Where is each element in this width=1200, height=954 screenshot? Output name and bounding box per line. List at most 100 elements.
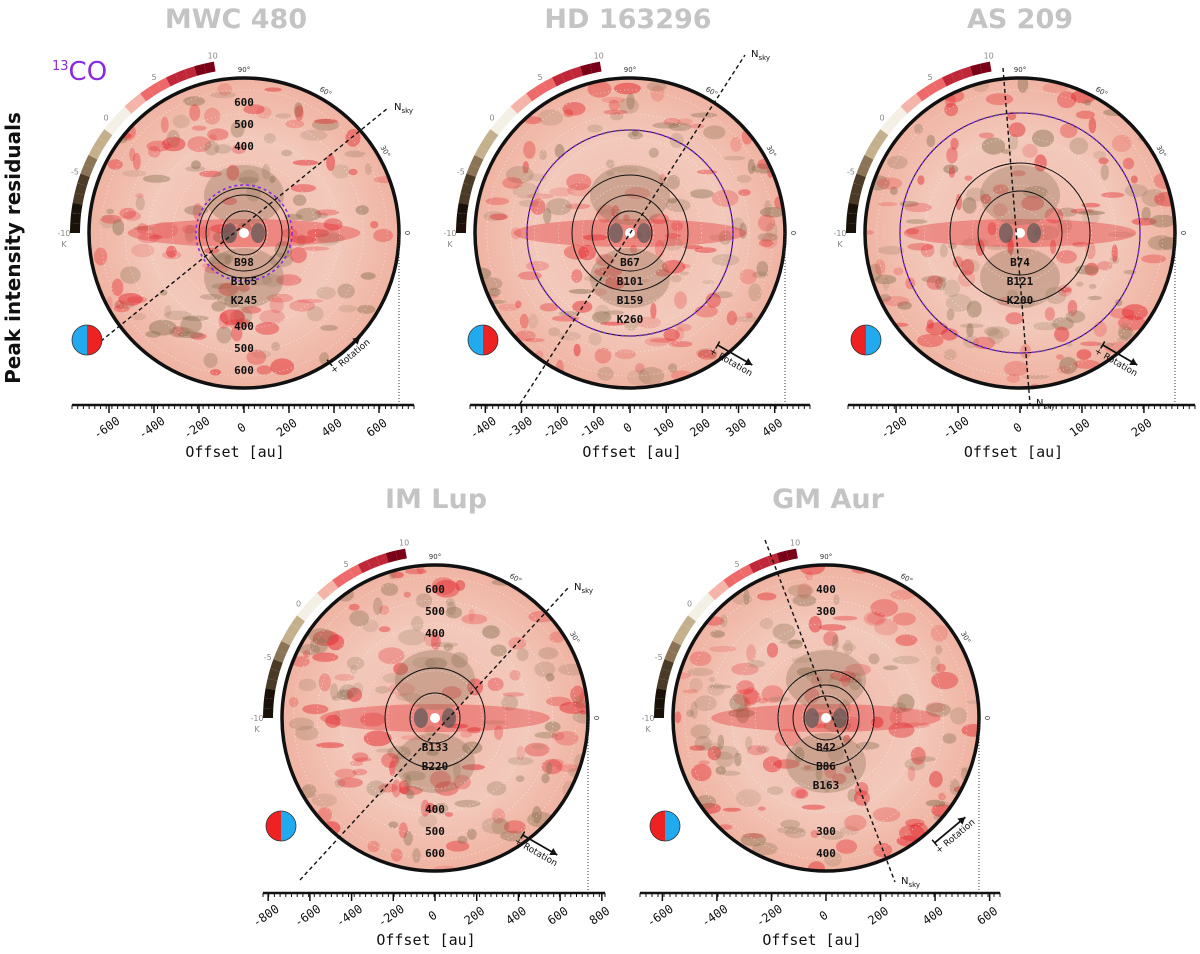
negative-residual [757, 232, 779, 242]
central-residual [223, 223, 237, 243]
positive-residual [746, 644, 756, 662]
negative-residual [1089, 284, 1097, 289]
radius-label: 400 [816, 583, 836, 596]
negative-residual [606, 170, 615, 177]
negative-residual [787, 584, 814, 597]
positive-residual [398, 822, 408, 839]
negative-residual [820, 830, 844, 840]
negative-residual [488, 287, 501, 297]
positive-residual [757, 214, 776, 232]
negative-residual [925, 703, 951, 717]
colorbar-segment [303, 599, 318, 614]
negative-residual [787, 639, 803, 649]
positive-residual [381, 752, 400, 769]
colorbar-segment [110, 113, 125, 128]
negative-residual [452, 761, 461, 779]
positive-residual [461, 613, 488, 625]
positive-residual [1088, 117, 1097, 134]
grid-circle [581, 184, 679, 282]
colorbar-segment [668, 640, 682, 654]
positive-residual [683, 245, 703, 250]
negative-residual [690, 724, 711, 739]
negative-residual [986, 326, 1010, 339]
colorbar-segment [376, 553, 389, 566]
negative-residual [715, 751, 734, 768]
velocity-outline [71, 324, 103, 356]
radius-label: 500 [425, 825, 445, 838]
x-tick-label: 400 [503, 904, 529, 928]
positive-residual [433, 579, 460, 598]
negative-residual [768, 696, 790, 702]
positive-residual [318, 673, 331, 692]
positive-residual [290, 184, 316, 193]
ring-label-b86: B86 [816, 760, 836, 773]
negative-residual [709, 684, 732, 689]
positive-residual [1117, 315, 1146, 331]
positive-residual [853, 790, 870, 806]
negative-residual [330, 683, 339, 700]
positive-residual [1021, 195, 1045, 211]
positive-residual [907, 242, 934, 251]
positive-residual [187, 136, 212, 153]
negative-residual [262, 274, 283, 288]
positive-residual [229, 309, 245, 326]
positive-residual [111, 278, 124, 297]
negative-residual [1107, 231, 1135, 238]
positive-residual [554, 731, 579, 746]
negative-residual [233, 307, 253, 325]
north-sky-label: Nsky [751, 49, 770, 62]
negative-residual [626, 93, 635, 110]
positive-residual [761, 233, 778, 249]
ring-labels: B98 B165 K245 600 500 400 400 500 600 [231, 96, 258, 377]
positive-residual [1097, 261, 1113, 271]
negative-residual [180, 316, 202, 334]
positive-residual [237, 284, 250, 292]
x-tick-label: -800 [250, 902, 282, 930]
colorbar-segment [664, 649, 678, 663]
positive-residual [429, 770, 451, 788]
x-axis-label: Offset [au] [964, 443, 1063, 461]
colorbar-segment [979, 61, 992, 74]
positive-residual [876, 177, 903, 190]
negative-residual [515, 775, 525, 782]
negative-residual [712, 745, 739, 760]
colorbar-segment [74, 183, 87, 196]
negative-residual [733, 316, 762, 323]
negative-residual [500, 830, 526, 842]
x-tick-label: -400 [333, 902, 365, 930]
positive-residual [467, 727, 482, 734]
negative-residual [1022, 374, 1050, 380]
negative-residual [792, 594, 817, 607]
positive-residual [147, 146, 161, 158]
ring-label-k260: K260 [617, 313, 644, 326]
negative-residual [388, 821, 399, 829]
positive-residual [845, 663, 871, 676]
positive-residual [135, 193, 144, 198]
panel-im-lup: IM LupB133B22060050040040050060090°60°30… [250, 484, 612, 949]
positive-residual [594, 267, 622, 277]
negative-residual [1141, 189, 1166, 207]
positive-residual [348, 168, 358, 176]
radius-label: 300 [816, 825, 836, 838]
colorbar-segment [93, 137, 107, 152]
negative-residual [546, 762, 552, 775]
tracer-name: CO [69, 57, 108, 87]
positive-residual [890, 589, 915, 600]
x-tick-label: 300 [723, 416, 749, 440]
positive-residual [863, 611, 887, 626]
positive-residual [611, 205, 620, 220]
colorbar-segment [654, 698, 666, 709]
negative-residual [574, 700, 588, 709]
colorbar-segment [104, 121, 119, 136]
negative-residual [958, 258, 980, 274]
velocity-indicator [649, 810, 681, 842]
negative-residual [723, 155, 746, 161]
negative-residual [883, 665, 899, 671]
colorbar-segment [694, 599, 709, 614]
negative-residual [375, 685, 390, 694]
positive-residual [832, 773, 847, 785]
colorbar-segment [551, 73, 566, 87]
negative-residual [868, 653, 880, 665]
negative-residual [319, 351, 329, 365]
colorbar-segment [496, 113, 511, 128]
